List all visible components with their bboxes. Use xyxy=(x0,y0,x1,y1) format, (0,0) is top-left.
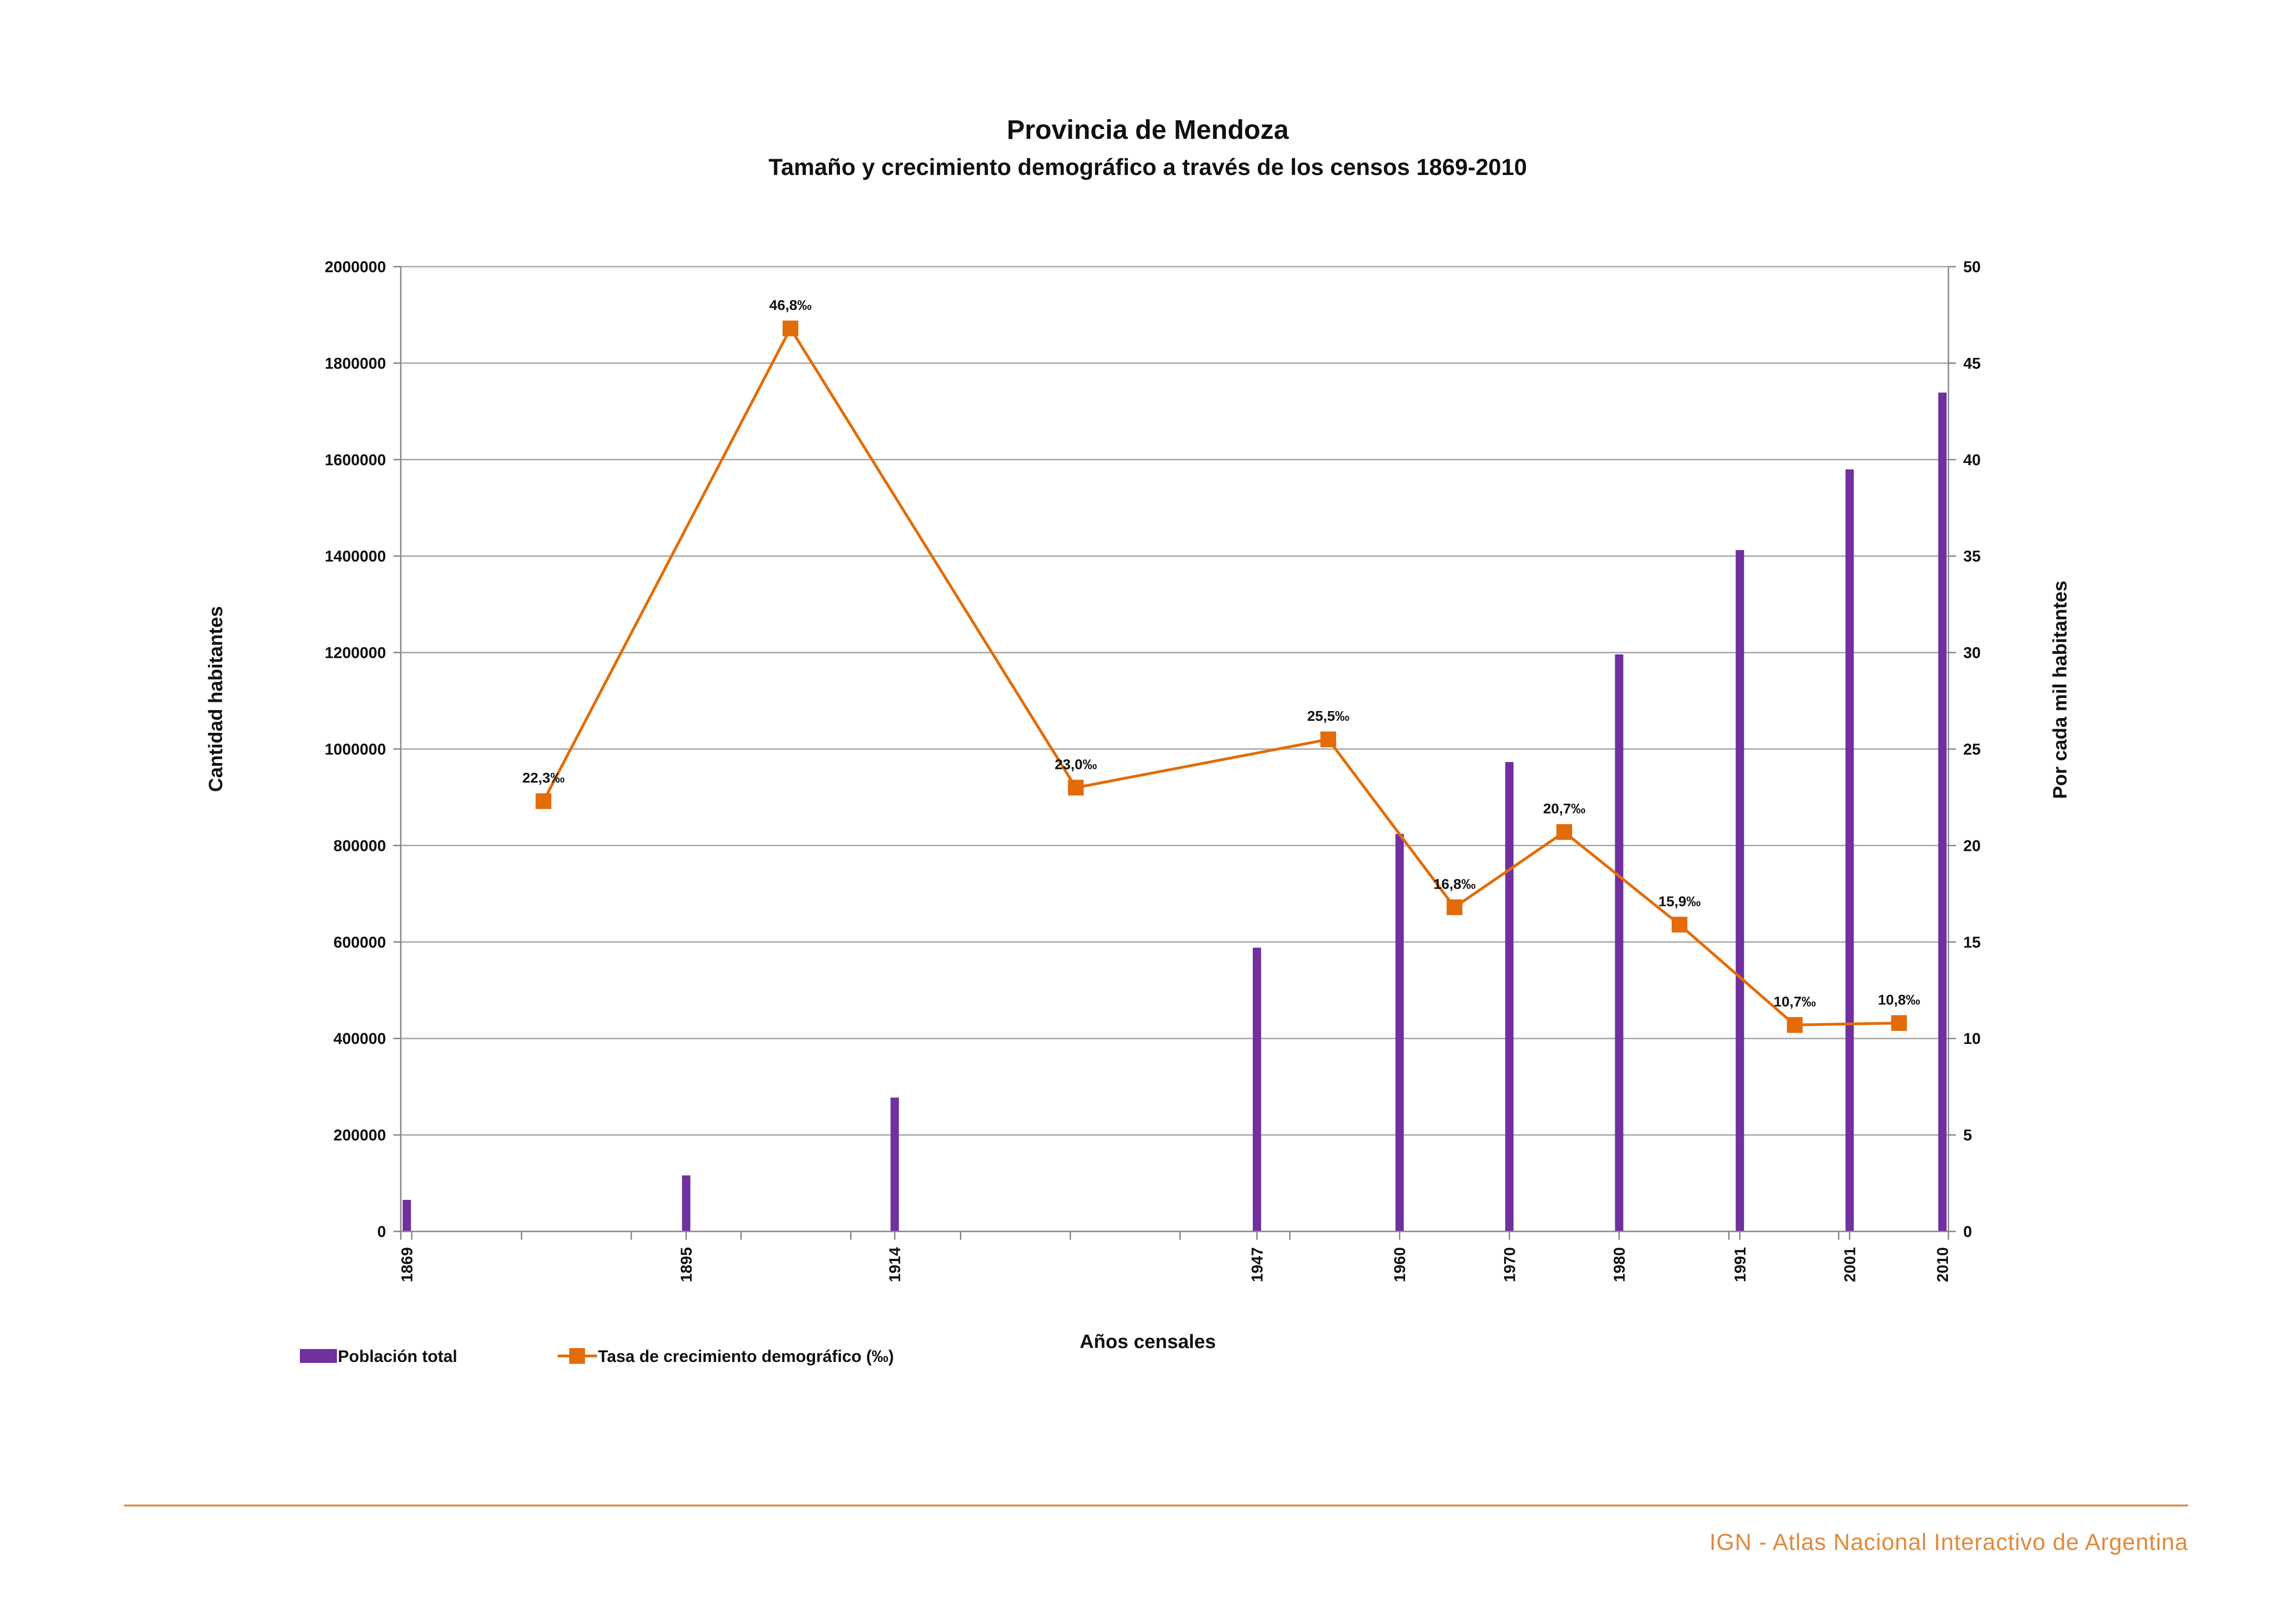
y2-tick-label: 0 xyxy=(1963,1223,1972,1241)
line-marker xyxy=(535,793,552,809)
x-axis-title: Años censales xyxy=(1080,1330,1216,1352)
bar xyxy=(403,1199,411,1231)
legend-label-tasa: Tasa de crecimiento demográfico (‰) xyxy=(598,1347,894,1366)
line-marker xyxy=(1671,917,1687,933)
x-tick-label: 1960 xyxy=(1391,1247,1409,1282)
bar xyxy=(890,1097,899,1231)
y2-axis-ticks: 0 5 10 15 20 25 30 35 40 45 50 xyxy=(1963,258,1981,1241)
line-series xyxy=(535,320,1907,1033)
x-tick-label: 1895 xyxy=(678,1247,696,1282)
data-label: 15,9‰ xyxy=(1658,893,1700,909)
data-label: 10,7‰ xyxy=(1773,993,1816,1010)
bar xyxy=(1395,834,1404,1231)
data-label: 23,0‰ xyxy=(1055,756,1097,772)
legend-swatch-poblacion xyxy=(300,1349,337,1363)
bar xyxy=(1938,393,1947,1231)
y-tick-label: 200000 xyxy=(334,1127,386,1144)
bar xyxy=(1845,469,1854,1231)
line-marker xyxy=(782,320,798,337)
data-label: 46,8‰ xyxy=(769,297,811,313)
x-tick-label: 1947 xyxy=(1249,1247,1266,1282)
chart-title: Provincia de Mendoza xyxy=(1007,115,1289,145)
y-tick-label: 1200000 xyxy=(325,644,386,662)
x-tick-label: 1869 xyxy=(398,1247,416,1282)
y2-tick-label: 10 xyxy=(1963,1030,1981,1048)
gridlines xyxy=(401,266,1948,1136)
line-marker xyxy=(1786,1017,1803,1033)
y-tick-label: 400000 xyxy=(334,1030,386,1048)
data-label: 16,8‰ xyxy=(1433,876,1475,892)
legend: Población total Tasa de crecimiento demo… xyxy=(300,1347,894,1366)
x-axis-ticks: 1869 1895 1914 1947 1960 1970 1980 1991 2001 2010 xyxy=(398,1247,1952,1282)
y2-tick-label: 50 xyxy=(1963,258,1981,276)
y-tick-label: 600000 xyxy=(334,934,386,951)
y-axis-ticks: 0 200000 400000 600000 800000 1000000 1200000 1… xyxy=(325,258,386,1241)
y-tick-label: 1000000 xyxy=(325,741,386,758)
y-tick-label: 1400000 xyxy=(325,548,386,565)
y-tick-label: 2000000 xyxy=(325,258,386,276)
data-label: 25,5‰ xyxy=(1307,708,1349,724)
bar xyxy=(1615,654,1624,1231)
x-tick-label: 2010 xyxy=(1934,1247,1952,1282)
y-axis-title: Cantidad habitantes xyxy=(205,606,226,792)
y2-tick-label: 5 xyxy=(1963,1127,1972,1144)
y2-tick-label: 40 xyxy=(1963,451,1981,469)
y2-tick-label: 25 xyxy=(1963,741,1981,758)
y-tick-label: 800000 xyxy=(334,837,386,855)
bar xyxy=(1505,762,1514,1231)
data-label: 20,7‰ xyxy=(1543,800,1585,817)
data-labels: 22,3‰ 46,8‰ 23,0‰ 25,5‰ 16,8‰ 20,7‰ 15,9‰ 10,7‰… xyxy=(523,297,1920,1010)
line-marker xyxy=(1891,1015,1907,1031)
x-tick-label: 2001 xyxy=(1842,1247,1859,1282)
line-marker xyxy=(1320,731,1337,748)
line-marker xyxy=(1446,899,1462,915)
y2-tick-label: 45 xyxy=(1963,355,1981,372)
line-marker xyxy=(1068,780,1084,796)
data-label: 22,3‰ xyxy=(523,770,565,786)
bar-series xyxy=(403,393,1947,1231)
axes xyxy=(393,266,1956,1240)
chart-subtitle: Tamaño y crecimiento demográfico a travé… xyxy=(769,154,1527,180)
legend-swatch-tasa-marker xyxy=(569,1348,585,1364)
y2-tick-label: 20 xyxy=(1963,837,1981,855)
x-tick-label: 1914 xyxy=(886,1247,904,1282)
x-tick-label: 1980 xyxy=(1611,1247,1629,1282)
y2-tick-label: 35 xyxy=(1963,548,1981,565)
x-tick-label: 1970 xyxy=(1501,1247,1518,1282)
y-tick-label: 0 xyxy=(377,1223,386,1241)
footer-credit: IGN - Atlas Nacional Interactivo de Arge… xyxy=(1710,1529,2188,1555)
growth-rate-line xyxy=(542,325,1899,1027)
y2-tick-label: 15 xyxy=(1963,934,1981,951)
y2-axis-title: Por cada mil habitantes xyxy=(2049,581,2071,799)
y2-tick-label: 30 xyxy=(1963,644,1981,662)
legend-label-poblacion: Población total xyxy=(338,1347,457,1366)
x-tick-label: 1991 xyxy=(1731,1247,1749,1282)
bar xyxy=(1252,948,1261,1231)
bar xyxy=(1736,550,1744,1231)
y-tick-label: 1800000 xyxy=(325,355,386,372)
line-marker xyxy=(1556,824,1572,840)
bar xyxy=(682,1175,691,1231)
y-tick-label: 1600000 xyxy=(325,451,386,469)
data-label: 10,8‰ xyxy=(1878,992,1920,1008)
